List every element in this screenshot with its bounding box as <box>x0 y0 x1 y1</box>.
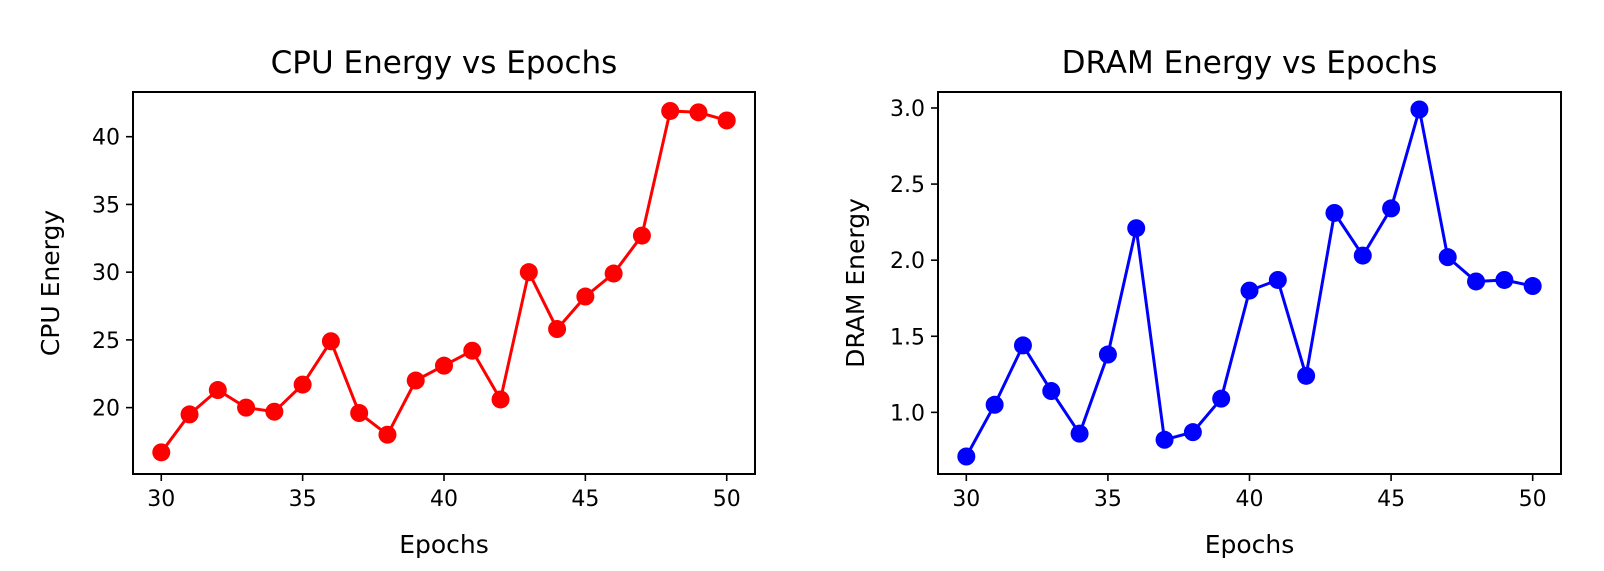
dram-data-point <box>1155 430 1174 449</box>
dram-data-point <box>957 447 976 466</box>
dram-data-point <box>1410 100 1429 119</box>
cpu-data-point <box>604 264 623 283</box>
cpu-data-point <box>406 371 425 390</box>
cpu-data-point <box>519 263 538 282</box>
cpu-x-tick-label: 50 <box>713 487 741 512</box>
cpu-data-point <box>293 375 312 394</box>
cpu-data-point <box>689 103 708 122</box>
cpu-data-point <box>180 405 199 424</box>
cpu-x-tick-label: 40 <box>430 487 458 512</box>
dram-data-point <box>1467 272 1486 291</box>
cpu-chart-title: CPU Energy vs Epochs <box>271 45 618 81</box>
cpu-y-tick-label: 20 <box>92 397 120 422</box>
dram-data-point <box>1070 424 1089 443</box>
dram-data-point <box>1495 270 1514 289</box>
cpu-data-point <box>576 287 595 306</box>
dram-y-tick-label: 1.5 <box>890 325 925 350</box>
dram-data-point <box>1523 277 1542 296</box>
dram-data-point <box>1098 345 1117 364</box>
cpu-data-point <box>632 226 651 245</box>
dram-y-tick-label: 3.0 <box>890 97 925 122</box>
dram-data-point <box>985 395 1004 414</box>
cpu-data-point <box>350 404 369 423</box>
cpu-x-tick-label: 45 <box>571 487 599 512</box>
cpu-data-point <box>321 332 340 351</box>
dram-plot-frame <box>937 91 1562 475</box>
dram-x-tick-label: 40 <box>1236 487 1264 512</box>
dram-y-axis-label: DRAM Energy <box>841 198 870 368</box>
dram-x-tick-label: 30 <box>952 487 980 512</box>
cpu-data-point <box>378 425 397 444</box>
dram-x-axis-label: Epochs <box>1205 530 1295 559</box>
dram-data-point <box>1268 270 1287 289</box>
cpu-y-tick-label: 35 <box>92 193 120 218</box>
dram-data-point <box>1382 199 1401 218</box>
cpu-y-axis-label: CPU Energy <box>36 210 65 357</box>
cpu-y-tick-label: 40 <box>92 126 120 151</box>
dram-data-point <box>1240 281 1259 300</box>
dram-data-point <box>1325 203 1344 222</box>
dram-data-point <box>1297 366 1316 385</box>
dram-y-tick-label: 1.0 <box>890 401 925 426</box>
cpu-data-point <box>548 320 567 339</box>
dram-x-tick-label: 50 <box>1519 487 1547 512</box>
cpu-y-tick-label: 25 <box>92 329 120 354</box>
cpu-data-point <box>435 356 453 375</box>
cpu-data-point <box>237 398 256 417</box>
dram-data-point <box>1212 389 1231 408</box>
cpu-data-point <box>717 111 736 130</box>
dram-data-point <box>1183 423 1202 442</box>
cpu-x-tick-label: 30 <box>147 487 175 512</box>
dram-data-point <box>1438 248 1457 267</box>
cpu-x-tick-label: 35 <box>289 487 317 512</box>
cpu-data-point <box>152 443 171 462</box>
dram-energy-chart: DRAM Energy vs Epochs 30 35 40 45 50 1.0 1.5 2.0… <box>841 45 1562 559</box>
dram-y-tick-label: 2.0 <box>890 249 925 274</box>
dram-chart-title: DRAM Energy vs Epochs <box>1062 45 1438 81</box>
dram-y-tick-label: 2.5 <box>890 173 925 198</box>
dram-data-point <box>1353 246 1372 265</box>
cpu-data-point <box>208 381 227 400</box>
dram-data-point <box>1127 219 1146 238</box>
cpu-data-point <box>491 390 510 409</box>
cpu-y-tick-label: 30 <box>92 261 120 286</box>
cpu-data-point <box>463 341 482 360</box>
dram-x-tick-label: 45 <box>1377 487 1405 512</box>
cpu-energy-chart: CPU Energy vs Epochs 30 35 40 45 50 20 25 30 35 40… <box>36 45 756 559</box>
dram-x-tick-label: 35 <box>1094 487 1122 512</box>
cpu-data-point <box>661 101 680 120</box>
dram-data-point <box>1042 382 1061 401</box>
cpu-x-axis-label: Epochs <box>399 530 489 559</box>
cpu-data-point <box>265 402 284 421</box>
cpu-plot-frame <box>132 91 756 475</box>
dram-data-point <box>1013 336 1032 355</box>
